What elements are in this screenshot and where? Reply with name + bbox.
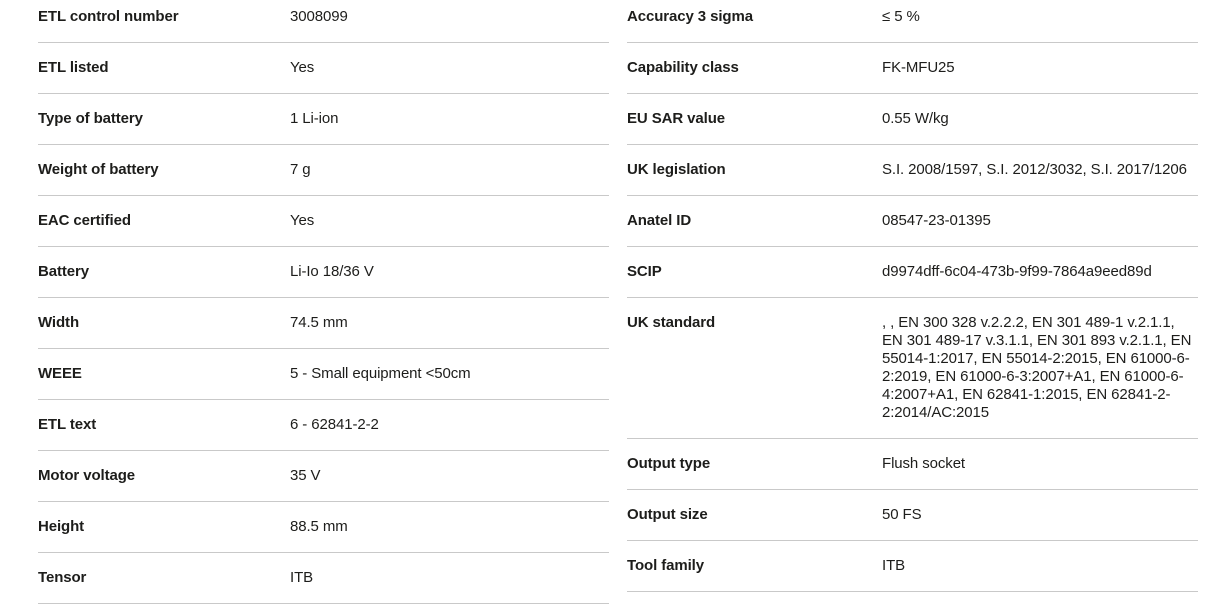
spec-row: Tool family ITB xyxy=(627,541,1198,592)
spec-label: Capability class xyxy=(627,59,739,76)
spec-label: Accuracy 3 sigma xyxy=(627,8,753,25)
spec-label: Tensor xyxy=(38,569,87,586)
spec-value: 88.5 mm xyxy=(290,518,348,535)
spec-row: Weight of battery 7 g xyxy=(38,145,609,196)
spec-value: Flush socket xyxy=(882,455,965,472)
spec-row: EU SAR value 0.55 W/kg xyxy=(627,94,1198,145)
spec-row: ETL text 6 - 62841-2-2 xyxy=(38,400,609,451)
spec-row: Output size 50 FS xyxy=(627,490,1198,541)
spec-value: S.I. 2008/1597, S.I. 2012/3032, S.I. 201… xyxy=(882,161,1187,178)
spec-label: ETL control number xyxy=(38,8,179,25)
spec-label: Type of battery xyxy=(38,110,143,127)
spec-value: Yes xyxy=(290,59,315,76)
spec-value: 50 FS xyxy=(882,506,922,523)
spec-row: Width 74.5 mm xyxy=(38,298,609,349)
spec-label: Anatel ID xyxy=(627,212,692,229)
spec-row: Accuracy 3 sigma ≤ 5 % xyxy=(627,0,1198,43)
spec-label: ETL listed xyxy=(38,59,109,76)
spec-value: Li-Io 18/36 V xyxy=(290,263,374,280)
spec-value: 7 g xyxy=(290,161,311,178)
spec-value: 5 - Small equipment <50cm xyxy=(290,365,471,382)
spec-label: Battery xyxy=(38,263,89,280)
spec-row: Tensor ITB xyxy=(38,553,609,604)
spec-row: UK standard , , EN 300 328 v.2.2.2, EN 3… xyxy=(627,298,1198,439)
spec-value: 74.5 mm xyxy=(290,314,348,331)
spec-label: WEEE xyxy=(38,365,82,382)
spec-value: FK-MFU25 xyxy=(882,59,955,76)
spec-row: Capability class FK-MFU25 xyxy=(627,43,1198,94)
spec-row: Height 88.5 mm xyxy=(38,502,609,553)
spec-label: Output type xyxy=(627,455,711,472)
spec-value: ITB xyxy=(290,569,314,586)
spec-label: Output size xyxy=(627,506,708,523)
spec-label: UK legislation xyxy=(627,161,726,178)
spec-value: 6 - 62841-2-2 xyxy=(290,416,379,433)
spec-table-left: ETL control number 3008099 ETL listed Ye… xyxy=(38,0,609,604)
spec-row: Type of battery 1 Li-ion xyxy=(38,94,609,145)
spec-value: 0.55 W/kg xyxy=(882,110,949,127)
spec-row: EAC certified Yes xyxy=(38,196,609,247)
spec-label: EU SAR value xyxy=(627,110,725,127)
spec-label: SCIP xyxy=(627,263,662,280)
spec-label: Motor voltage xyxy=(38,467,136,484)
spec-table-right: Accuracy 3 sigma ≤ 5 % Capability class … xyxy=(627,0,1198,592)
spec-value: 35 V xyxy=(290,467,321,484)
spec-label: Weight of battery xyxy=(38,161,159,178)
spec-value: ≤ 5 % xyxy=(882,8,920,25)
spec-value: 1 Li-ion xyxy=(290,110,339,127)
spec-row: ETL control number 3008099 xyxy=(38,0,609,43)
spec-label: Height xyxy=(38,518,85,535)
spec-row: Battery Li-Io 18/36 V xyxy=(38,247,609,298)
spec-label: ETL text xyxy=(38,416,97,433)
spec-row: Motor voltage 35 V xyxy=(38,451,609,502)
spec-label: EAC certified xyxy=(38,212,131,229)
spec-row: Output type Flush socket xyxy=(627,439,1198,490)
spec-row: Anatel ID 08547-23-01395 xyxy=(627,196,1198,247)
spec-row: ETL listed Yes xyxy=(38,43,609,94)
spec-value: d9974dff-6c04-473b-9f99-7864a9eed89d xyxy=(882,263,1152,280)
spec-row: UK legislation S.I. 2008/1597, S.I. 2012… xyxy=(627,145,1198,196)
spec-value: ITB xyxy=(882,557,906,574)
spec-value: Yes xyxy=(290,212,315,229)
spec-label: Tool family xyxy=(627,557,704,574)
spec-value: 08547-23-01395 xyxy=(882,212,991,229)
spec-value: 3008099 xyxy=(290,8,348,25)
spec-label: Width xyxy=(38,314,80,331)
spec-row: WEEE 5 - Small equipment <50cm xyxy=(38,349,609,400)
spec-label: UK standard xyxy=(627,314,716,331)
spec-value: , , EN 300 328 v.2.2.2, EN 301 489-1 v.2… xyxy=(882,314,1192,421)
spec-row: SCIP d9974dff-6c04-473b-9f99-7864a9eed89… xyxy=(627,247,1198,298)
